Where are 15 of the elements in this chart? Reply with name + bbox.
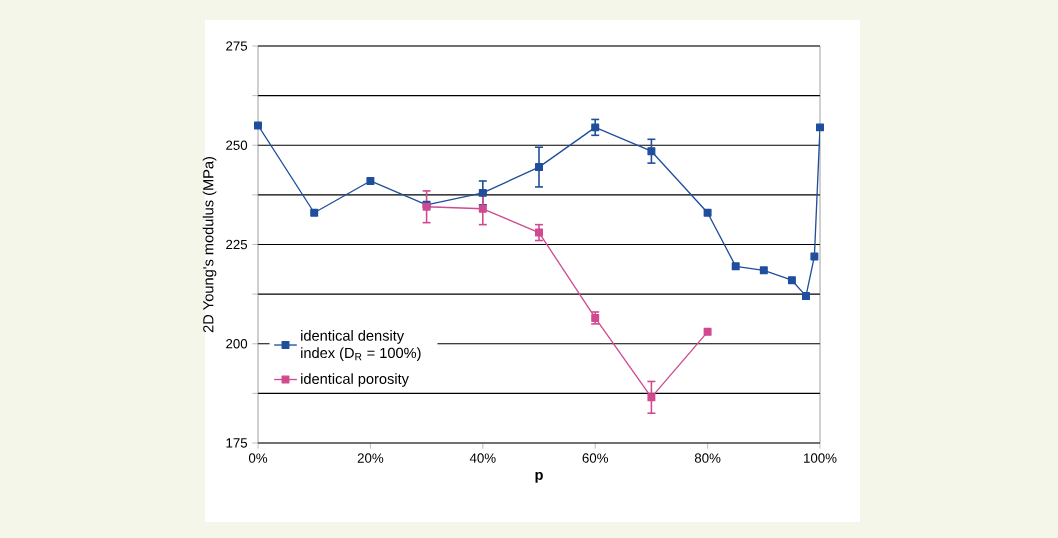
y-tick-label: 200 bbox=[226, 339, 248, 349]
legend-label: identical porosity bbox=[301, 373, 409, 387]
x-tick-label: 0% bbox=[248, 453, 268, 463]
y-tick-label: 225 bbox=[226, 239, 248, 250]
x-tick-label: 60% bbox=[582, 453, 609, 463]
x-tick-label: 80% bbox=[694, 453, 721, 463]
x-axis-title: p bbox=[535, 471, 543, 483]
y-axis-title: 2D Young's modulus (MPa) bbox=[202, 157, 217, 333]
y-tick-label: 250 bbox=[226, 140, 248, 150]
x-tick-label: 100% bbox=[804, 453, 837, 463]
y-tick-label: 175 bbox=[226, 438, 248, 448]
x-tick-label: 40% bbox=[469, 453, 496, 463]
y-tick-label: 275 bbox=[226, 41, 248, 51]
x-tick-label: 20% bbox=[357, 453, 384, 463]
legend-label: identical density index (D$_{R}$ = 100%) bbox=[301, 330, 421, 361]
